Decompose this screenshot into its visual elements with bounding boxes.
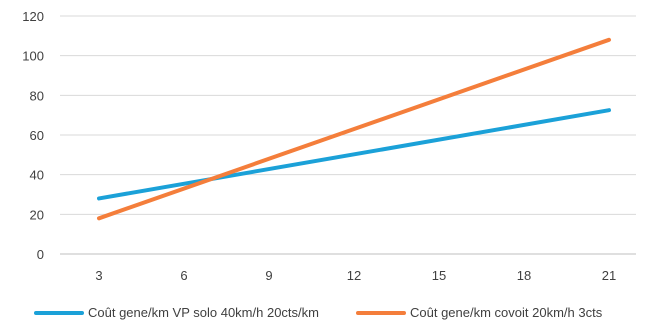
x-tick-label: 3: [95, 268, 102, 283]
gridlines: [60, 15, 636, 255]
y-tick-label: 0: [37, 247, 44, 262]
y-tick-label: 80: [30, 88, 44, 103]
x-tick-label: 6: [180, 268, 187, 283]
y-axis: 0 20 40 60 80 100 120: [22, 9, 44, 262]
x-tick-label: 18: [517, 268, 531, 283]
y-tick-label: 20: [30, 207, 44, 222]
series-lines: [97, 37, 611, 221]
y-tick-label: 120: [22, 9, 44, 24]
legend: Coût gene/km VP solo 40km/h 20cts/km Coût…: [34, 305, 603, 320]
y-tick-label: 60: [30, 128, 44, 143]
x-tick-label: 12: [347, 268, 361, 283]
x-axis: 3 6 9 12 15 18 21: [95, 268, 616, 283]
x-tick-label: 15: [432, 268, 446, 283]
y-tick-label: 100: [22, 49, 44, 64]
y-tick-label: 40: [30, 168, 44, 183]
x-tick-label: 9: [265, 268, 272, 283]
legend-label-1: Coût gene/km VP solo 40km/h 20cts/km: [88, 305, 319, 320]
x-tick-label: 21: [602, 268, 616, 283]
legend-label-2: Coût gene/km covoit 20km/h 3cts: [410, 305, 603, 320]
series-line-1: [97, 108, 611, 201]
series-line-2: [97, 37, 611, 221]
